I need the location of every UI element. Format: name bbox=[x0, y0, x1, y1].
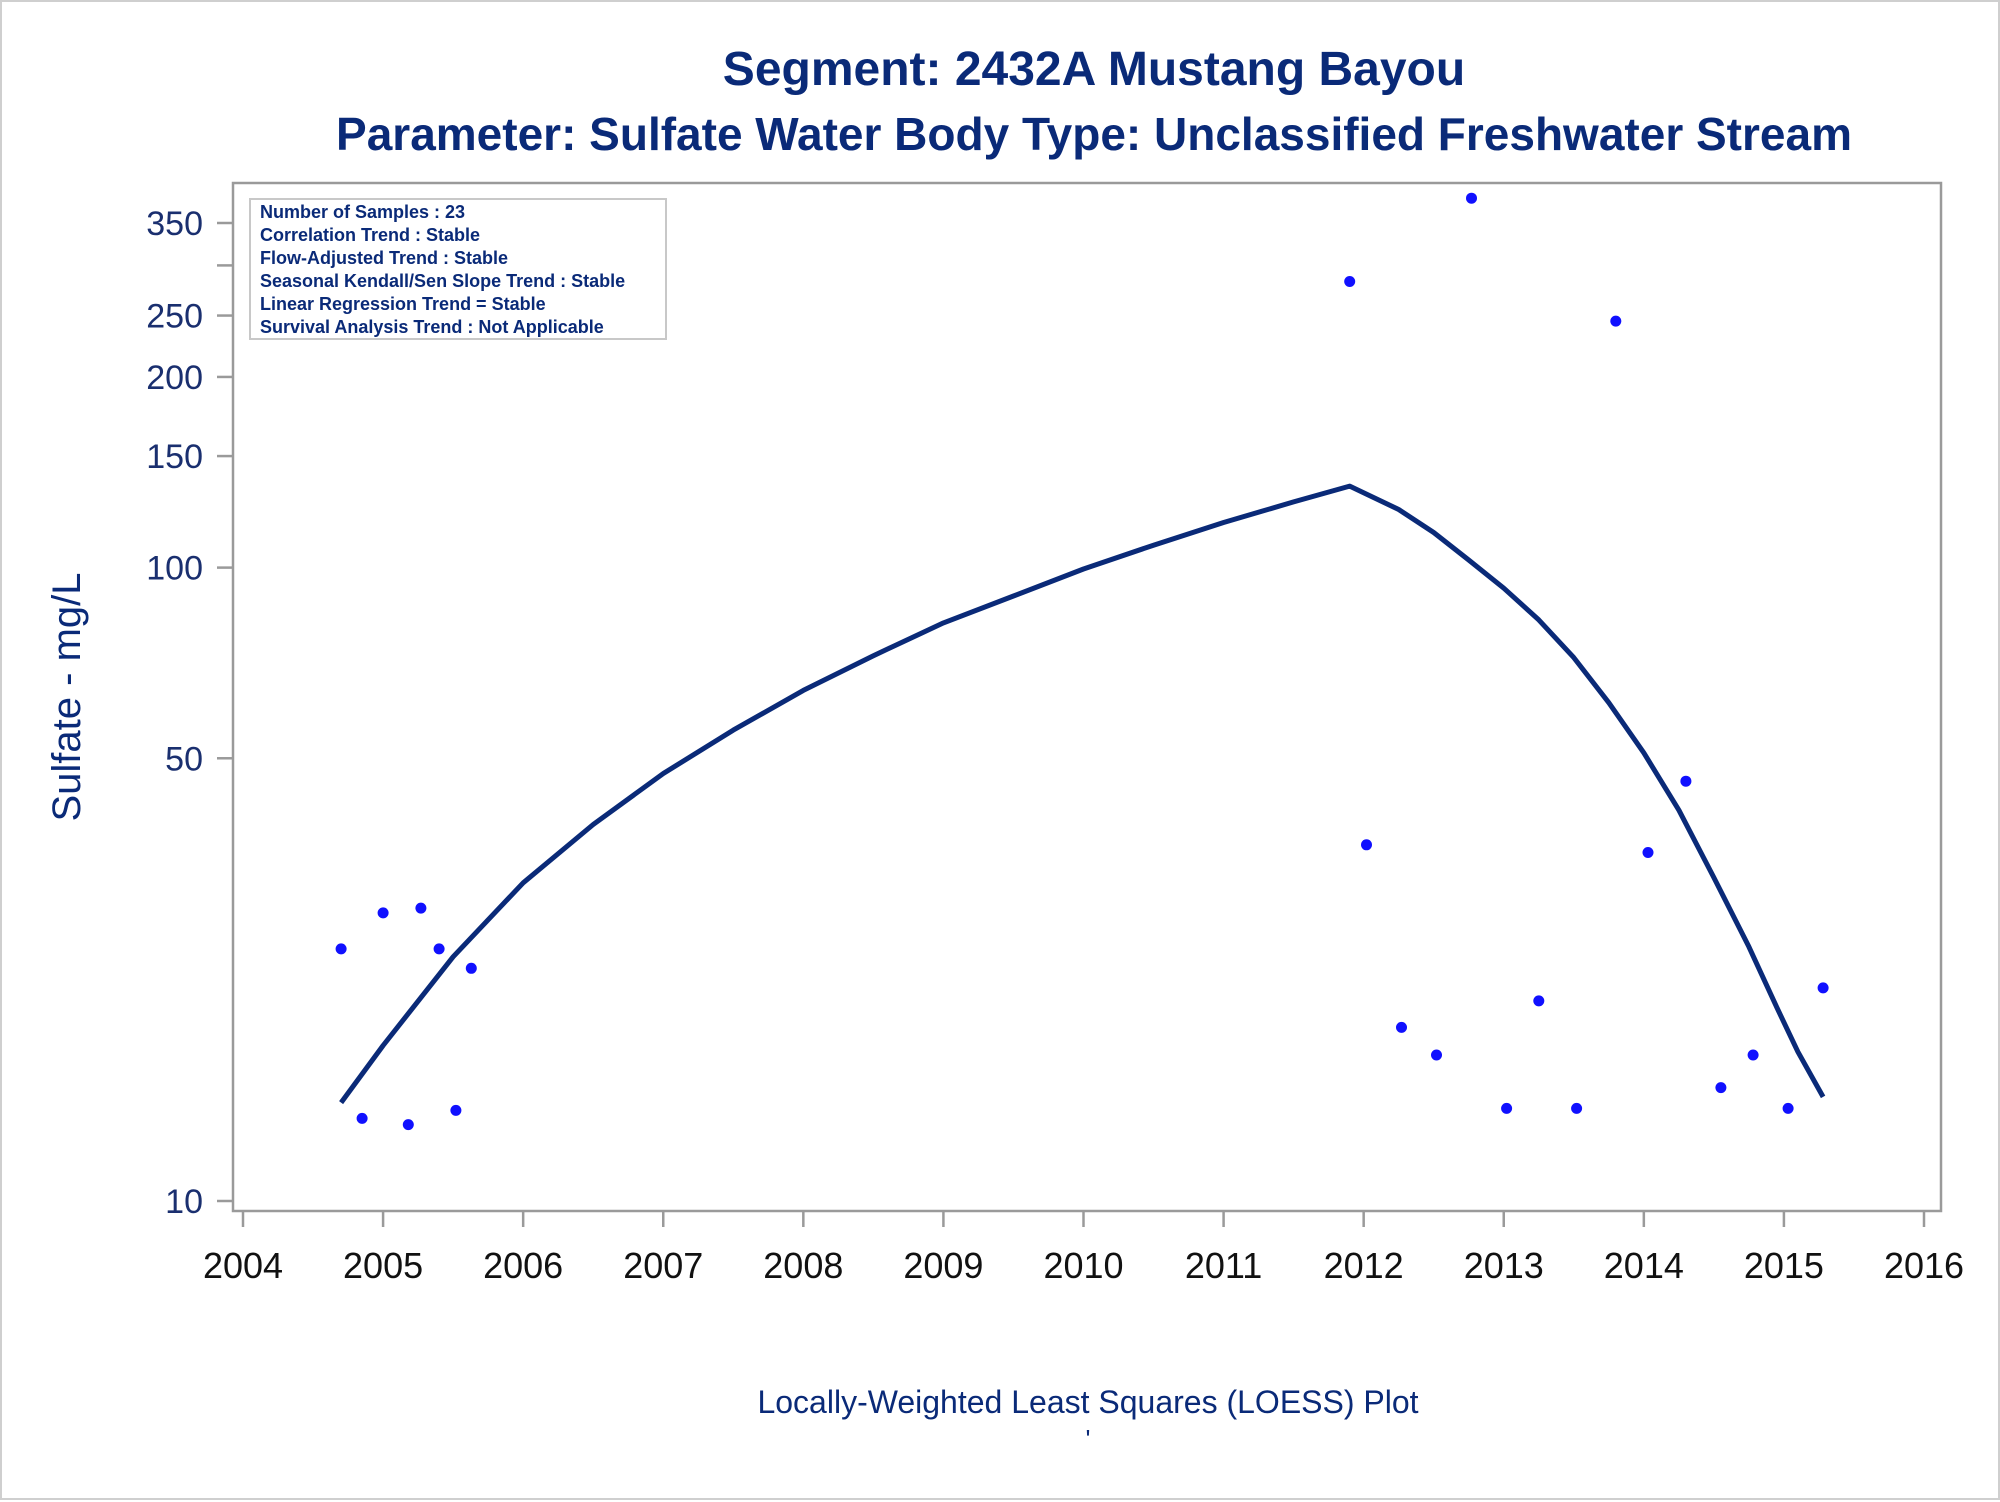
x-tick-label: 2005 bbox=[343, 1245, 423, 1286]
data-point bbox=[1642, 847, 1654, 858]
x-tick-label: 2016 bbox=[1884, 1245, 1964, 1286]
y-tick-label: 150 bbox=[146, 438, 203, 476]
data-point bbox=[1344, 276, 1356, 287]
y-tick-label: 50 bbox=[165, 740, 203, 778]
data-point bbox=[1747, 1049, 1759, 1061]
stats-line: Survival Analysis Trend : Not Applicable bbox=[260, 317, 604, 337]
stats-line: Seasonal Kendall/Sen Slope Trend : Stabl… bbox=[260, 271, 625, 291]
x-tick-label: 2009 bbox=[903, 1245, 983, 1286]
x-tick-label: 2006 bbox=[483, 1245, 563, 1286]
data-point bbox=[433, 943, 445, 955]
stats-box-border bbox=[249, 198, 667, 340]
stats-line: Number of Samples : 23 bbox=[260, 202, 465, 222]
stats-line: Correlation Trend : Stable bbox=[260, 225, 480, 245]
x-tick-label: 2007 bbox=[623, 1245, 703, 1286]
data-point bbox=[1396, 1021, 1407, 1033]
data-point bbox=[1533, 995, 1545, 1007]
y-tick-label: 200 bbox=[146, 359, 203, 397]
data-point bbox=[1361, 839, 1372, 851]
y-tick-label: 250 bbox=[146, 298, 203, 336]
x-tick-label: 2004 bbox=[203, 1245, 283, 1286]
data-point bbox=[377, 907, 389, 919]
x-tick-label: 2010 bbox=[1043, 1245, 1123, 1286]
y-axis-label: Sulfate - mg/L bbox=[45, 572, 89, 821]
stats-line: Flow-Adjusted Trend : Stable bbox=[260, 248, 508, 268]
data-points bbox=[335, 192, 1829, 1131]
footnote-mark: ' bbox=[1086, 1424, 1091, 1454]
data-point bbox=[1680, 775, 1692, 787]
footnote: Locally-Weighted Least Squares (LOESS) P… bbox=[757, 1384, 1418, 1420]
x-tick-label: 2011 bbox=[1185, 1245, 1262, 1286]
stats-box: Number of Samples : 23 Correlation Trend … bbox=[249, 198, 667, 340]
stats-lines: Number of Samples : 23 Correlation Trend … bbox=[260, 202, 625, 337]
x-tick-label: 2015 bbox=[1744, 1245, 1824, 1286]
data-point bbox=[1501, 1102, 1513, 1114]
data-point bbox=[465, 962, 477, 974]
chart-title: Segment: 2432A Mustang Bayou bbox=[723, 43, 1465, 96]
data-point bbox=[1782, 1102, 1794, 1114]
y-tick-label: 10 bbox=[165, 1183, 203, 1221]
data-point bbox=[450, 1104, 462, 1116]
data-point bbox=[1715, 1082, 1727, 1094]
data-point bbox=[1431, 1049, 1442, 1061]
data-point bbox=[335, 943, 347, 955]
plot-area-border bbox=[231, 181, 1943, 1213]
x-tick-label: 2012 bbox=[1324, 1245, 1404, 1286]
data-point bbox=[1571, 1102, 1583, 1114]
x-tick-label: 2013 bbox=[1464, 1245, 1544, 1286]
chart-subtitle: Parameter: Sulfate Water Body Type: Uncl… bbox=[336, 108, 1852, 160]
data-point bbox=[1466, 192, 1477, 204]
y-tick-label: 350 bbox=[146, 205, 203, 243]
x-axis: 2004 2005 2006 2007 2008 2009 2010 2011 2012 2013… bbox=[203, 1211, 1964, 1286]
data-point bbox=[415, 902, 427, 914]
y-tick-label: 100 bbox=[146, 550, 203, 588]
data-point bbox=[1817, 982, 1829, 994]
y-axis: 10 50 100 150 200 250 350 bbox=[146, 205, 233, 1221]
data-point bbox=[402, 1119, 414, 1131]
x-tick-label: 2014 bbox=[1604, 1245, 1684, 1286]
data-point bbox=[1610, 315, 1622, 327]
loess-curve bbox=[339, 483, 1826, 1105]
loess-curve-group bbox=[339, 483, 1826, 1105]
data-point bbox=[356, 1112, 368, 1124]
stats-line: Linear Regression Trend = Stable bbox=[260, 294, 546, 314]
x-tick-label: 2008 bbox=[763, 1245, 843, 1286]
